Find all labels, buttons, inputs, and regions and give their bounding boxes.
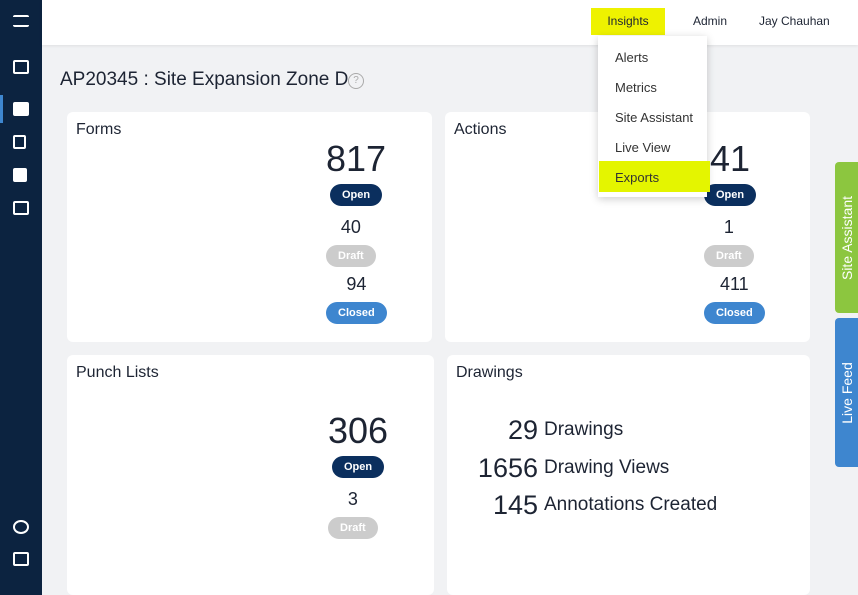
donut-chart — [96, 160, 236, 300]
menu-item: Site Assistant — [615, 110, 694, 125]
site-assistant-tab[interactable]: Site Assistant — [835, 162, 858, 313]
drawings-card: Drawings 29 Drawings 1656 Drawing Views 145 A… — [447, 355, 810, 595]
status-pill: Open — [331, 456, 385, 478]
drawing-count: 145 — [492, 490, 538, 520]
stat: 411 Closed — [704, 272, 765, 324]
card-title: Punch Lists — [76, 364, 159, 381]
menu-highlight — [599, 161, 710, 192]
insights-menu: Alerts Metrics Site Assistant Live View Expo… — [598, 36, 710, 197]
forms-icon[interactable] — [13, 135, 26, 149]
tab-label: Site Assistant — [838, 195, 855, 280]
drawing-label: Drawings — [544, 419, 624, 440]
insights-button[interactable]: Insights — [591, 8, 665, 35]
card-title: Actions — [454, 121, 507, 138]
status-pill: Open — [704, 184, 757, 206]
stat-card: Forms 817 Open 40 Draft 94 Closed — [67, 112, 432, 342]
drawing-label: Annotations Created — [544, 494, 718, 515]
stat-value: 1 — [723, 217, 734, 237]
live-feed-tab[interactable]: Live Feed — [835, 318, 858, 467]
chat-icon[interactable] — [13, 552, 29, 566]
actions-icon[interactable] — [13, 168, 27, 182]
status-pill: Open — [329, 184, 383, 206]
status-pill: Draft — [328, 517, 378, 539]
menu-item: Live View — [615, 140, 671, 155]
nav-label: Jay Chauhan — [759, 14, 830, 28]
card-title: Forms — [76, 121, 122, 138]
menu-item: Alerts — [615, 50, 649, 65]
top-bar — [42, 0, 858, 45]
nav-label: Admin — [693, 14, 728, 28]
stat-value: 40 — [340, 217, 361, 237]
stat: 94 Closed — [326, 272, 387, 324]
sidebar — [0, 0, 42, 595]
photos-icon[interactable] — [13, 201, 29, 215]
tab-label: Live Feed — [838, 361, 855, 424]
stat-value: 94 — [346, 274, 367, 294]
admin-button[interactable]: Admin — [693, 8, 727, 35]
status-pill: Closed — [326, 302, 387, 324]
stat: 40 Draft — [326, 215, 376, 267]
stat: 817 Open — [326, 138, 386, 206]
nav-label: Insights — [607, 14, 649, 28]
help-icon[interactable]: ? — [348, 73, 364, 89]
drawing-count: 29 — [507, 415, 538, 445]
stat-value: 817 — [326, 138, 387, 179]
stat-value: 411 — [719, 274, 749, 294]
stat-value: 306 — [328, 410, 389, 451]
drawing-label: Drawing Views — [544, 456, 670, 478]
status-pill: Closed — [704, 302, 765, 324]
user-button[interactable]: Jay Chauhan — [759, 8, 830, 35]
stat: 306 Open — [328, 410, 388, 478]
donut-chart — [474, 160, 614, 300]
stat: 3 Draft — [328, 487, 378, 539]
stat-value: 3 — [347, 489, 358, 509]
help-icon[interactable] — [13, 520, 29, 534]
menu-item: Metrics — [615, 80, 657, 95]
stat: 41 Open — [704, 138, 757, 206]
stat-card: Punch Lists 306 Open 3 Draft — [67, 355, 434, 595]
menu-item: Exports — [615, 170, 660, 185]
home-icon[interactable] — [13, 102, 29, 116]
stat: 1 Draft — [704, 215, 754, 267]
status-pill: Draft — [326, 245, 376, 267]
folder-icon[interactable] — [13, 60, 29, 74]
stat-value: 41 — [710, 138, 751, 179]
active-indicator — [0, 95, 3, 123]
drawing-count: 1656 — [477, 452, 538, 483]
status-pill: Draft — [704, 245, 754, 267]
page-title: AP20345 : Site Expansion Zone D — [60, 69, 349, 90]
menu-icon[interactable] — [13, 15, 29, 27]
card-title: Drawings — [456, 364, 523, 381]
donut-chart — [96, 403, 236, 543]
